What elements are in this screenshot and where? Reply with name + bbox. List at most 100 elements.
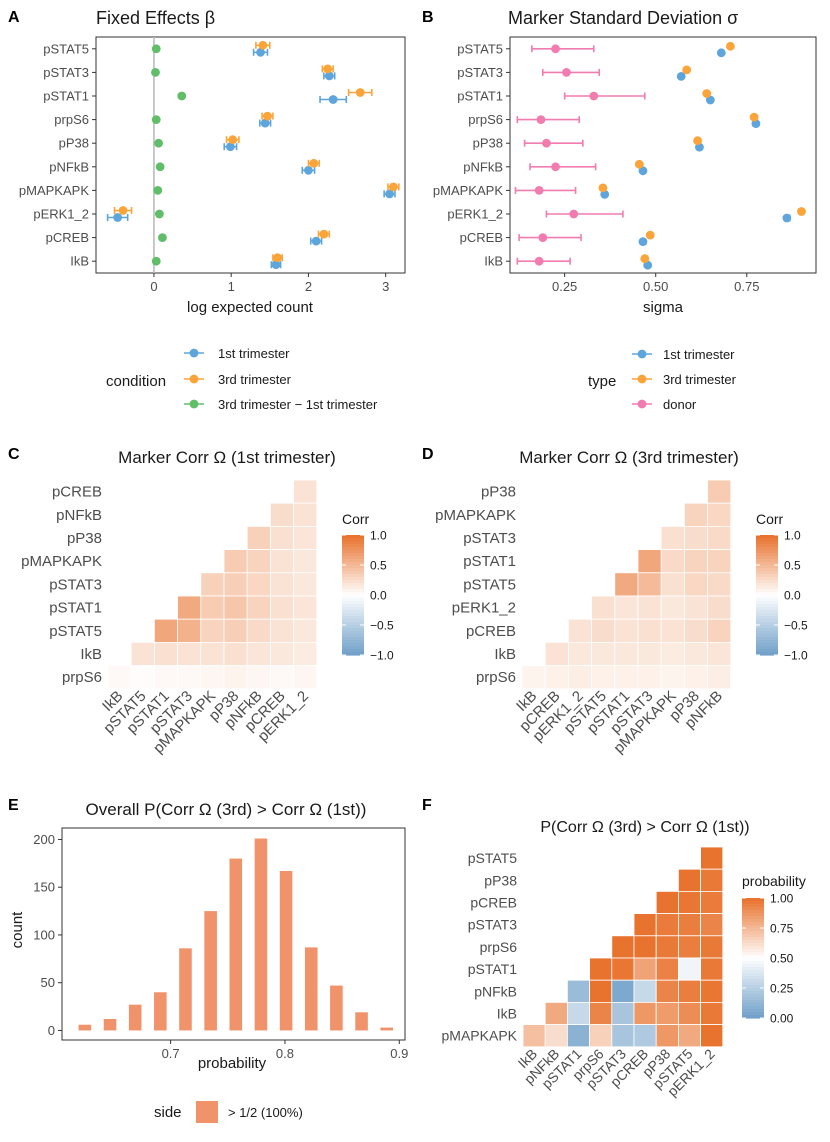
legend-gradient-step [742, 910, 764, 914]
legend-tick-label: 1.0 [370, 529, 387, 543]
heatmap-cell [637, 665, 662, 690]
panel-a-legend: condition 1st trimester 3rd trimester 3r… [106, 346, 378, 412]
heatmap-cell [567, 979, 591, 1003]
legend-title: Corr [342, 511, 370, 527]
legend-gradient-step [756, 598, 778, 602]
heatmap-cell [678, 935, 702, 959]
point-a-diff [154, 209, 164, 219]
histogram-bar [179, 948, 192, 1031]
legend-gradient-step [756, 628, 778, 632]
legend-a-t1-dot [189, 348, 199, 358]
legend-gradient-step [742, 904, 764, 908]
legend-gradient-step [756, 571, 778, 575]
heatmap-row-label: prpS6 [476, 669, 516, 686]
legend-gradient-step [756, 580, 778, 584]
heatmap-cell [246, 665, 271, 690]
heatmap-cell [655, 1002, 679, 1026]
panel-b-legend-title: type [588, 373, 616, 390]
heatmap-cell [700, 913, 724, 937]
point-b-t3 [634, 159, 644, 169]
heatmap-cell [200, 665, 225, 690]
legend-gradient-step [342, 619, 364, 623]
heatmap-cell [655, 957, 679, 981]
heatmap-row-label: pMAPKAPK [442, 1028, 518, 1044]
legend-gradient-step [342, 649, 364, 653]
legend-gradient-step [756, 640, 778, 644]
legend-gradient-step [756, 577, 778, 581]
heatmap-cell [700, 891, 724, 915]
legend-tick-label: 0.0 [370, 589, 387, 603]
legend-gradient-step [742, 997, 764, 1001]
y-tick-label-e: 200 [33, 832, 55, 847]
legend-gradient-step [342, 571, 364, 575]
heatmap-cell [611, 1024, 635, 1048]
legend-tick-label: −1.0 [370, 649, 394, 663]
heatmap-cell [700, 935, 724, 959]
legend-gradient-step [756, 583, 778, 587]
x-tick-label-a: 1 [228, 279, 235, 294]
x-tick-label-e: 0.8 [276, 1046, 294, 1061]
heatmap-cell [637, 572, 662, 597]
point-a-t1 [271, 260, 281, 270]
heatmap-cell [660, 618, 685, 643]
panel-a-frame [95, 36, 406, 274]
x-tick-label-b: 0.75 [734, 279, 759, 294]
legend-gradient-step [742, 970, 764, 974]
heatmap-cell [589, 1024, 613, 1048]
heatmap-cell [269, 502, 294, 527]
heatmap-row-label: pNFkB [56, 507, 102, 524]
legend-a-t3-dot [189, 374, 199, 384]
legend-gradient-step [342, 598, 364, 602]
heatmap-cell [660, 549, 685, 574]
legend-gradient-step [756, 544, 778, 548]
point-b-t3 [797, 207, 806, 216]
heatmap-cell [246, 572, 271, 597]
heatmap-cell [707, 502, 732, 527]
point-b-donor [534, 256, 544, 266]
panel-a-xlabel: log expected count [187, 299, 314, 316]
panel-c-heatmap: pCREB pNFkB pP38 pMAPKAPK pSTAT3 pSTAT1 pSTAT5… [21, 479, 318, 757]
legend-gradient-step [756, 616, 778, 620]
heatmap-cell [177, 595, 202, 620]
point-a-t1 [226, 142, 235, 152]
legend-gradient-step [342, 565, 364, 569]
point-b-donor [562, 68, 571, 77]
legend-gradient-step [756, 631, 778, 635]
point-a-t1 [328, 95, 338, 104]
heatmap-cell [684, 526, 709, 551]
legend-gradient-step [342, 553, 364, 557]
legend-gradient-step [756, 652, 778, 656]
point-a-diff [151, 115, 161, 124]
heatmap-cell [684, 665, 709, 690]
histogram-bar [78, 1024, 92, 1031]
legend-gradient-step [742, 901, 764, 905]
point-b-t1 [638, 237, 648, 247]
x-tick-label-b: 0.25 [552, 279, 577, 294]
legend-gradient-step [756, 604, 778, 608]
legend-gradient-step [742, 958, 764, 962]
legend-gradient-step [742, 919, 764, 923]
panel-f-heatmap: pSTAT5 pP38 pCREB pSTAT3 prpS6 pSTAT1 pNFkB IkB… [442, 846, 724, 1099]
x-tick-label-a: 0 [150, 279, 157, 294]
legend-gradient-step [742, 985, 764, 989]
heatmap-cell [568, 665, 593, 690]
heatmap-cell [293, 502, 318, 527]
panel-b-frame [509, 36, 817, 274]
heatmap-cell [660, 665, 685, 690]
point-b-t3 [645, 230, 655, 240]
legend-b-donor-dot [637, 399, 647, 409]
legend-gradient-step [742, 943, 764, 947]
legend-gradient-step [756, 637, 778, 641]
legend-a-t1-label: 1st trimester [218, 346, 290, 361]
heatmap-cell [153, 665, 178, 690]
legend-gradient-step [756, 619, 778, 623]
point-b-t1 [676, 72, 686, 81]
point-a-t1 [113, 213, 123, 222]
heatmap-row-label: pP38 [481, 484, 516, 501]
point-b-t3 [598, 183, 608, 193]
heatmap-row-label: pSTAT3 [49, 576, 102, 593]
y-tick-label-a: pSTAT3 [43, 65, 89, 80]
legend-gradient-step [742, 916, 764, 920]
heatmap-row-label: IkB [494, 646, 516, 663]
legend-gradient-step [742, 898, 764, 902]
